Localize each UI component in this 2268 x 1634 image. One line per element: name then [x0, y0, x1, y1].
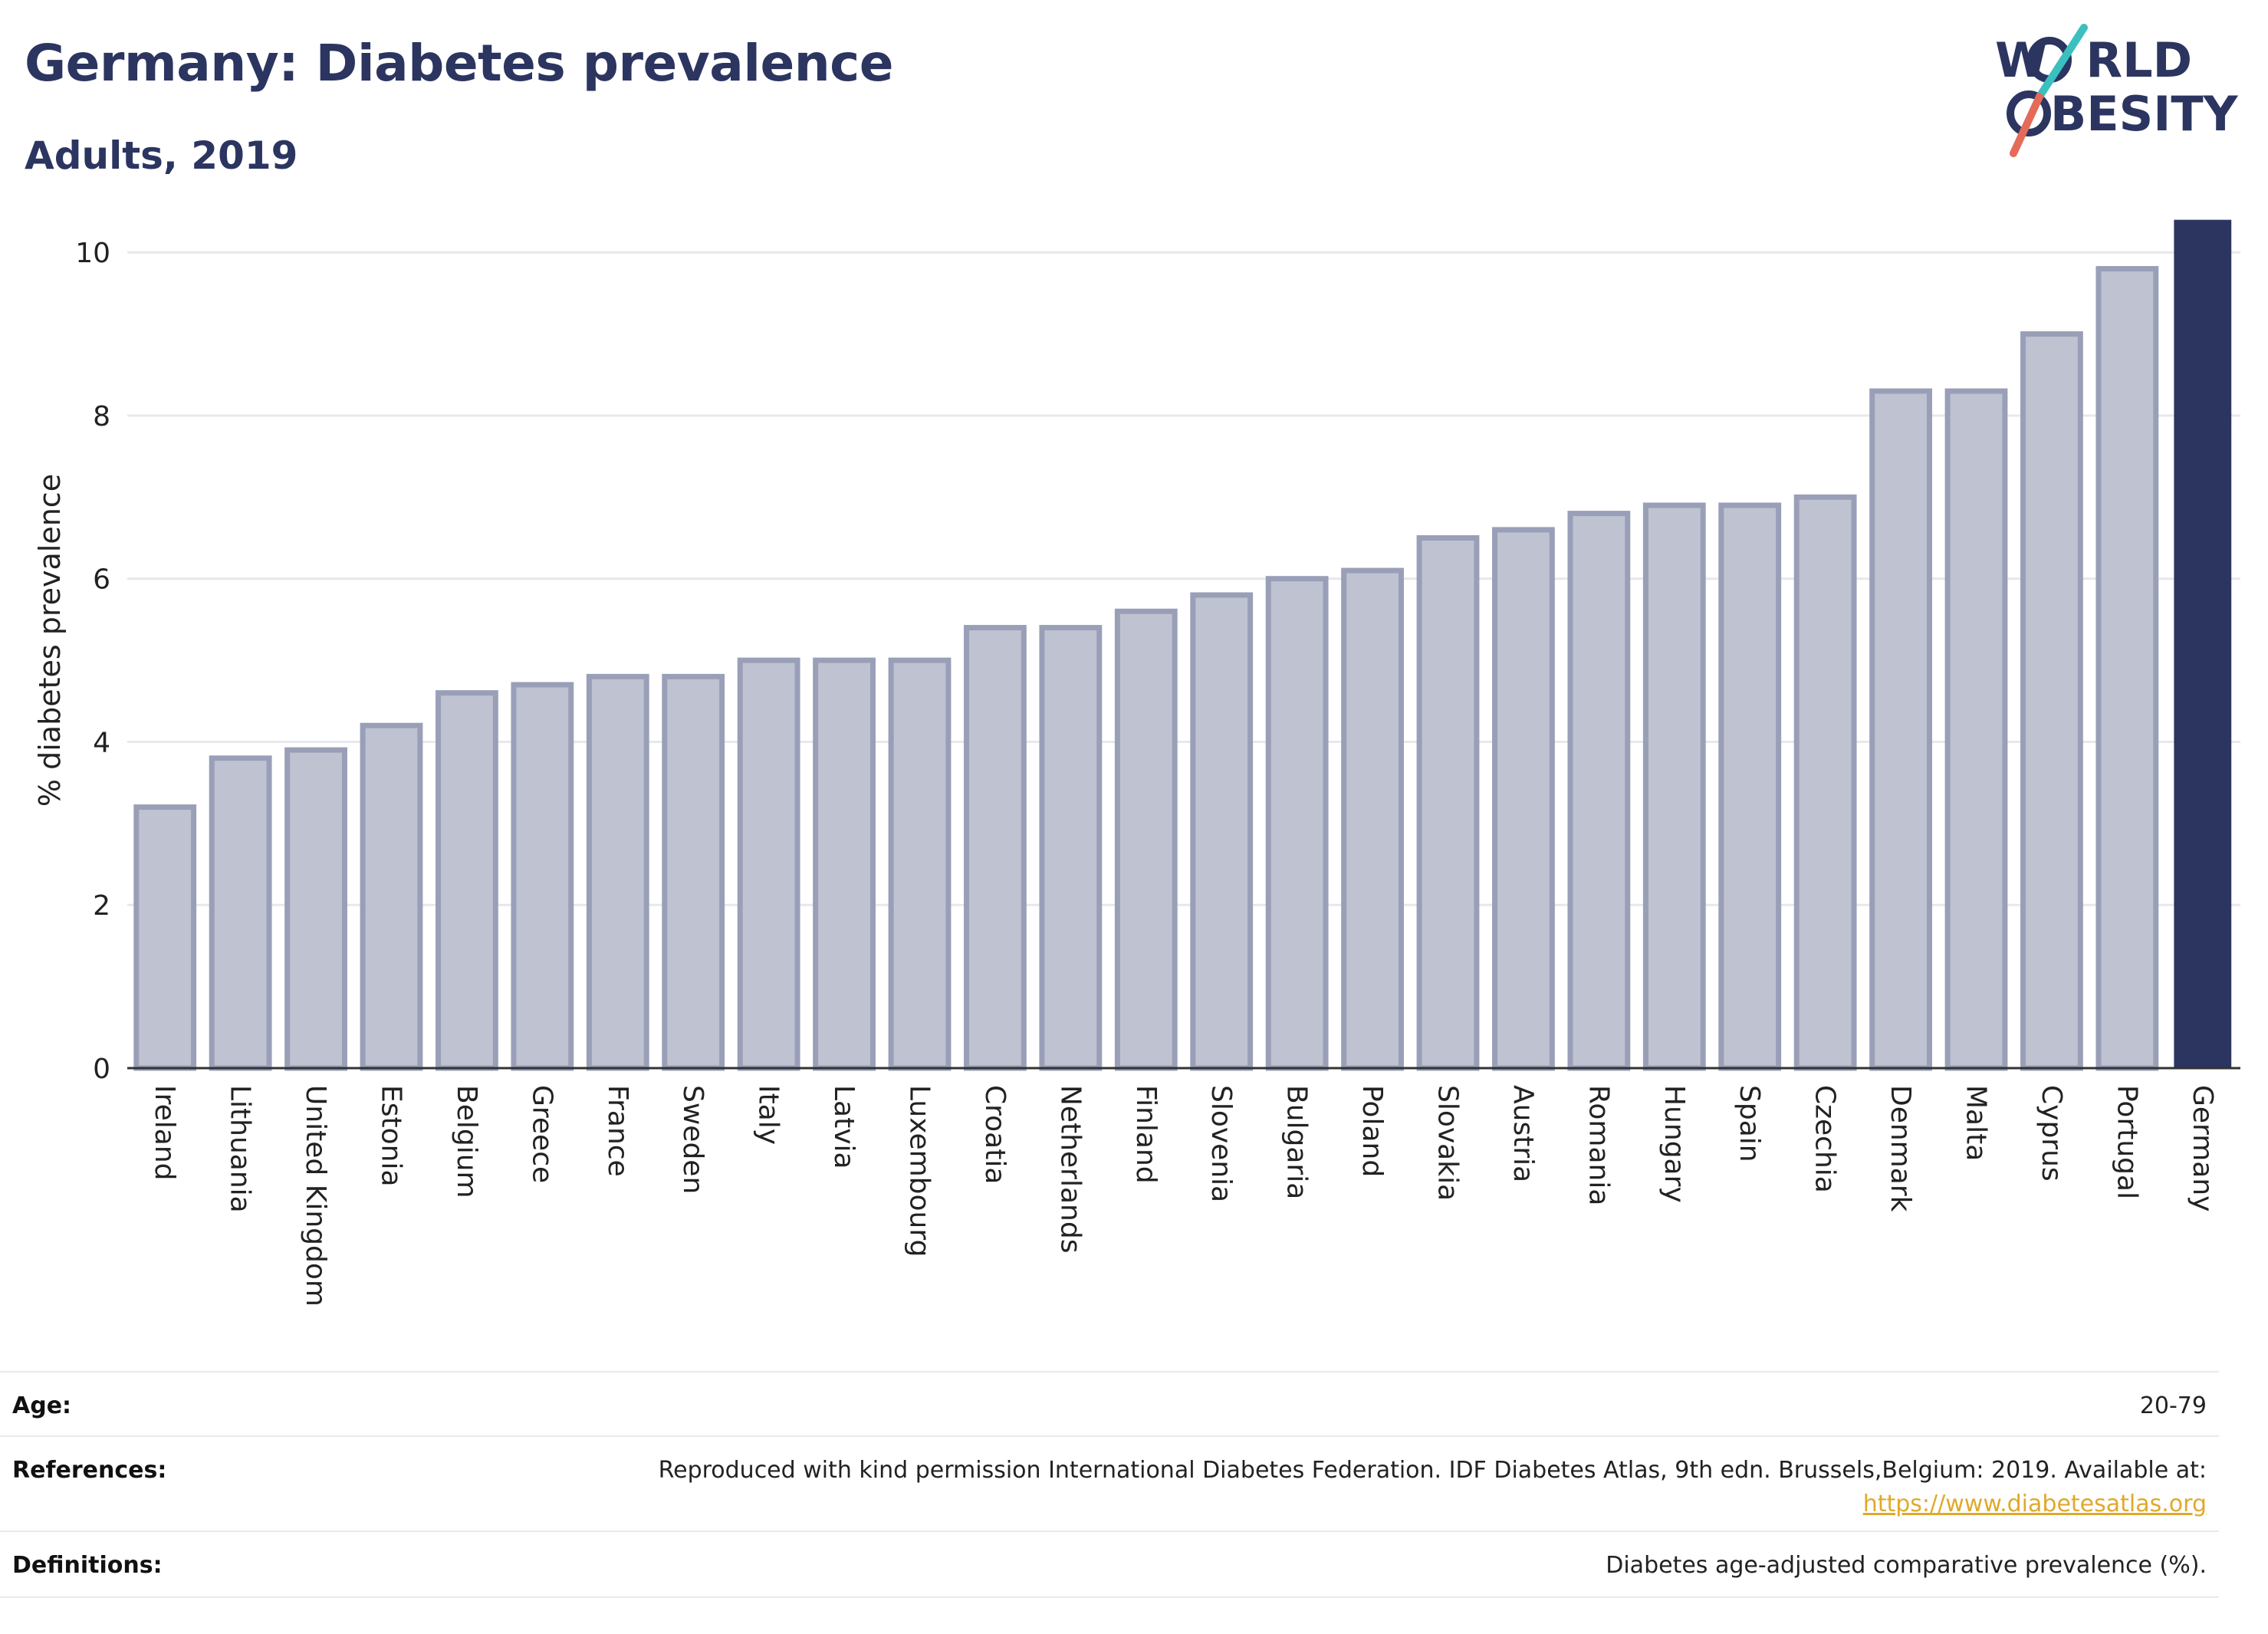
- bar-lithuania[interactable]: [209, 755, 272, 1071]
- logo-slash-bottom: [2010, 93, 2043, 157]
- x-tick-label: Greece: [526, 1085, 557, 1183]
- x-tick-label: Latvia: [828, 1085, 860, 1169]
- bar-united-kingdom[interactable]: [284, 747, 347, 1071]
- y-tick-label: 4: [93, 727, 110, 758]
- x-tick-label: Belgium: [451, 1085, 482, 1198]
- x-tick-label: Luxembourg: [904, 1085, 935, 1257]
- x-tick-label: Spain: [1734, 1085, 1765, 1162]
- references-label: References:: [12, 1457, 167, 1484]
- logo-slash-top: [2036, 24, 2088, 100]
- page-title: Germany: Diabetes prevalence: [25, 34, 894, 93]
- bar-spain[interactable]: [1718, 502, 1782, 1071]
- bar-sweden[interactable]: [662, 673, 725, 1071]
- bar-belgium[interactable]: [436, 690, 498, 1071]
- bar-estonia[interactable]: [360, 722, 423, 1071]
- world-obesity-logo: W RLD BESITY: [1995, 24, 2239, 157]
- page-subtitle: Adults, 2019: [25, 133, 298, 178]
- x-tick-label: Ireland: [149, 1085, 180, 1181]
- age-value: 20-79: [2139, 1392, 2207, 1419]
- x-tick-label: United Kingdom: [300, 1085, 331, 1307]
- bar-italy[interactable]: [737, 657, 800, 1071]
- definitions-row: Definitions: Diabetes age-adjusted compa…: [0, 1530, 2219, 1598]
- y-axis-label: % diabetes prevalence: [33, 474, 67, 807]
- logo-obesity-text: BESITY: [2050, 86, 2239, 142]
- bar-luxembourg[interactable]: [888, 657, 952, 1071]
- definitions-label: Definitions:: [12, 1552, 163, 1579]
- x-tick-label: Cyprus: [2036, 1085, 2067, 1182]
- x-tick-label: Finland: [1130, 1085, 1162, 1184]
- references-value: Reproduced with kind permission Internat…: [658, 1457, 2207, 1484]
- bar-austria[interactable]: [1492, 527, 1555, 1071]
- x-tick-label: Italy: [753, 1085, 784, 1145]
- bar-france[interactable]: [586, 673, 649, 1071]
- bar-croatia[interactable]: [964, 625, 1027, 1071]
- x-tick-label: Sweden: [677, 1085, 708, 1194]
- bars: [133, 219, 2232, 1071]
- x-tick-label: Hungary: [1658, 1085, 1690, 1203]
- bar-latvia[interactable]: [813, 657, 876, 1071]
- y-tick-label: 2: [93, 890, 110, 922]
- y-tick-label: 6: [93, 564, 110, 596]
- x-tick-label: Slovenia: [1205, 1085, 1237, 1202]
- bar-ireland[interactable]: [133, 804, 197, 1071]
- y-tick-label: 0: [93, 1054, 110, 1085]
- definitions-value: Diabetes age-adjusted comparative preval…: [1606, 1552, 2207, 1579]
- x-tick-label: Austria: [1507, 1085, 1539, 1182]
- x-tick-label: Romania: [1583, 1085, 1614, 1205]
- logo-o2-letter: [2007, 90, 2051, 136]
- x-tick-label: Lithuania: [225, 1085, 256, 1213]
- x-tick-label: France: [602, 1085, 633, 1177]
- bar-denmark[interactable]: [1869, 388, 1932, 1071]
- x-tick-label: Estonia: [376, 1085, 407, 1187]
- axes: 0 2 4 6 8 10 Ireland Lithuania United Kingdom Est…: [75, 238, 2240, 1307]
- x-tick-label: Netherlands: [1054, 1085, 1086, 1253]
- x-tick-label: Croatia: [979, 1085, 1011, 1184]
- bar-slovakia[interactable]: [1416, 535, 1480, 1071]
- bar-hungary[interactable]: [1642, 502, 1706, 1071]
- bar-romania[interactable]: [1567, 511, 1631, 1071]
- x-tick-label: Malta: [1961, 1085, 1992, 1161]
- age-label: Age:: [12, 1392, 72, 1419]
- bar-cyprus[interactable]: [2020, 331, 2083, 1071]
- age-row: Age: 20-79: [0, 1371, 2219, 1437]
- bar-slovenia[interactable]: [1190, 592, 1254, 1071]
- x-tick-label: Czechia: [1809, 1085, 1841, 1193]
- bar-poland[interactable]: [1341, 567, 1404, 1071]
- x-tick-label: Denmark: [1885, 1085, 1916, 1212]
- y-tick-label: 8: [93, 401, 110, 432]
- x-tick-label: Poland: [1356, 1085, 1388, 1177]
- bar-czechia[interactable]: [1793, 494, 1857, 1071]
- bar-malta[interactable]: [1944, 388, 2008, 1071]
- bar-portugal[interactable]: [2095, 265, 2159, 1071]
- bar-greece[interactable]: [511, 682, 574, 1071]
- bar-chart: 0 2 4 6 8 10 Ireland Lithuania United Kingdom Est…: [33, 219, 2240, 1307]
- bar-netherlands[interactable]: [1039, 625, 1103, 1071]
- x-tick-label: Portugal: [2111, 1085, 2142, 1199]
- x-tick-label: Germany: [2187, 1085, 2218, 1212]
- x-tick-label: Slovakia: [1432, 1085, 1464, 1201]
- y-tick-label: 10: [75, 238, 110, 269]
- x-tick-label: Bulgaria: [1281, 1085, 1313, 1199]
- references-link[interactable]: https://www.diabetesatlas.org: [1862, 1491, 2207, 1517]
- bar-bulgaria[interactable]: [1265, 576, 1329, 1071]
- bar-germany[interactable]: [2174, 219, 2232, 1069]
- references-row: References: Reproduced with kind permiss…: [0, 1435, 2219, 1532]
- bar-finland[interactable]: [1114, 608, 1178, 1071]
